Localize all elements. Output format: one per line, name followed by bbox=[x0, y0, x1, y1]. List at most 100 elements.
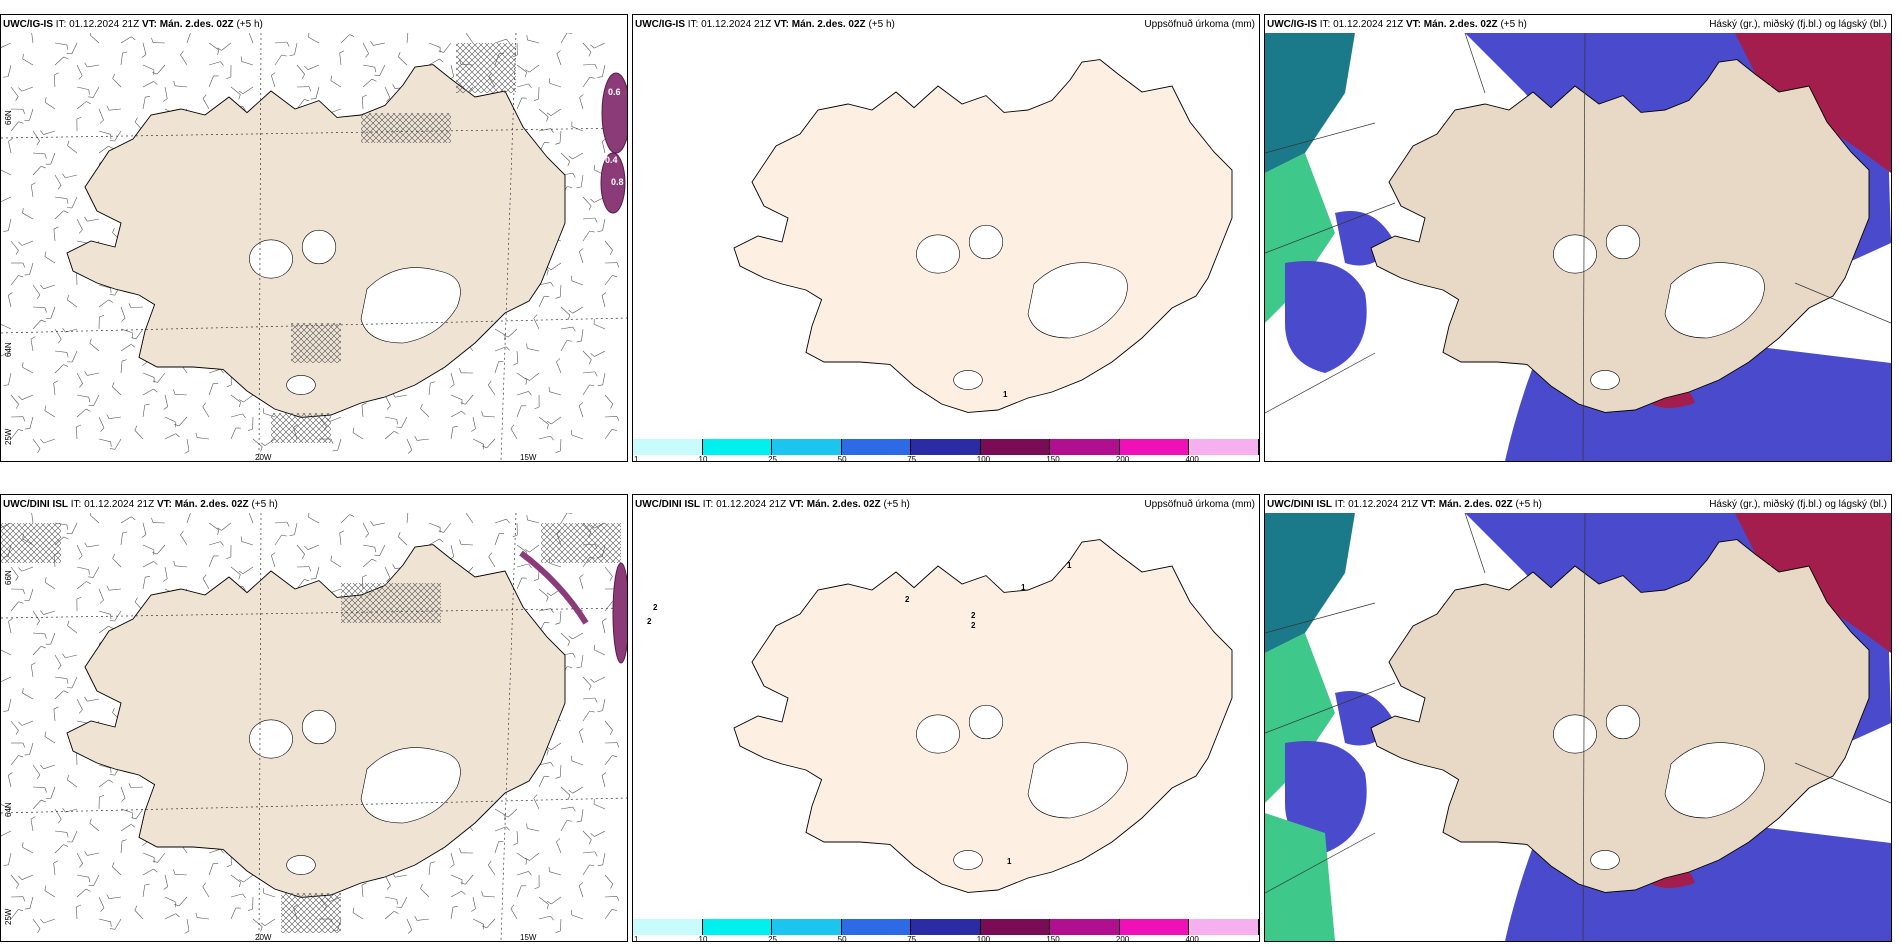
wind-barb-feather bbox=[22, 896, 26, 902]
wind-barb-feather bbox=[217, 529, 220, 535]
wind-barb-feather bbox=[304, 65, 309, 70]
lat-label: 66N bbox=[4, 110, 13, 125]
wind-barb bbox=[120, 53, 123, 66]
legend-tick: 200 bbox=[1115, 935, 1130, 942]
wind-barb-feather bbox=[22, 416, 26, 422]
wind-barb bbox=[43, 284, 56, 290]
wind-barb bbox=[549, 82, 562, 88]
wind-barb bbox=[54, 364, 64, 374]
lat-label: 64N bbox=[4, 802, 13, 817]
glacier-hofsjokull bbox=[301, 229, 337, 265]
graticule-line bbox=[258, 513, 262, 941]
wind-barb-feather bbox=[78, 555, 83, 560]
wind-barb bbox=[32, 165, 42, 176]
wind-barb bbox=[339, 533, 342, 546]
wind-barb-feather bbox=[76, 596, 82, 600]
wind-barb-feather bbox=[110, 768, 112, 774]
wind-barb bbox=[142, 577, 146, 590]
wind-barb bbox=[594, 649, 606, 656]
wind-barb-feather bbox=[141, 54, 147, 58]
wind-barb-feather bbox=[568, 635, 573, 640]
wind-barb-feather bbox=[22, 688, 24, 694]
wind-barb-feather bbox=[217, 49, 220, 55]
wind-barb bbox=[202, 886, 210, 898]
wind-barb-feather bbox=[594, 851, 598, 857]
glacier-myrdalsjokull bbox=[953, 370, 983, 390]
wind-barb-feather bbox=[15, 250, 19, 255]
precip-map[interactable] bbox=[633, 33, 1259, 461]
wind-barb bbox=[516, 852, 528, 861]
precip-point-label: 2 bbox=[971, 621, 976, 630]
wind-barb bbox=[601, 295, 606, 308]
wind-barb bbox=[142, 561, 154, 568]
panel-variable-title: Uppsöfnuð úrkoma (mm) bbox=[1144, 19, 1255, 30]
wind-barb bbox=[156, 64, 166, 75]
wind-barb bbox=[362, 522, 369, 534]
wind-barb-feather bbox=[66, 352, 69, 358]
wind-barb bbox=[76, 64, 83, 76]
cloud-patch bbox=[1265, 33, 1355, 173]
wind-barb-feather bbox=[386, 577, 391, 582]
cloud-map[interactable] bbox=[1265, 33, 1891, 461]
wind-barb-feather bbox=[174, 903, 180, 907]
wind-barb bbox=[8, 621, 12, 634]
wind-barb bbox=[582, 63, 595, 66]
wind-barb bbox=[486, 438, 496, 448]
wind-barb-feather bbox=[145, 96, 151, 98]
wind-barb-feather bbox=[24, 908, 30, 910]
wind-barb-feather bbox=[611, 428, 617, 431]
wind-barb-feather bbox=[108, 145, 114, 149]
glacier-hofsjokull bbox=[1605, 224, 1641, 260]
wind-barb-feather bbox=[482, 925, 487, 929]
wind-barb-feather bbox=[18, 721, 23, 726]
boundary-line bbox=[1265, 682, 1396, 734]
wind-barb bbox=[180, 54, 188, 66]
wind-barb bbox=[32, 152, 45, 155]
wind-barb bbox=[538, 128, 551, 132]
wind-barb bbox=[494, 826, 507, 832]
wind-barb bbox=[230, 86, 241, 95]
precip-map[interactable] bbox=[633, 513, 1259, 941]
wind-map[interactable] bbox=[1, 513, 627, 941]
wind-barb bbox=[529, 544, 540, 553]
lat-label: 64N bbox=[4, 342, 13, 357]
wind-barb bbox=[551, 896, 562, 905]
wind-barb bbox=[175, 85, 188, 88]
wind-barb bbox=[550, 108, 562, 116]
glacier-vatnajokull bbox=[1664, 742, 1765, 819]
wind-barb-feather bbox=[579, 574, 584, 578]
wind-map[interactable] bbox=[1, 33, 627, 461]
wave-label: 0.8 bbox=[611, 177, 624, 187]
wind-barb-feather bbox=[57, 185, 62, 190]
wind-barb bbox=[22, 847, 34, 854]
panel-header: UWC/IG-IS IT: 01.12.2024 21Z VT: Mán. 2.… bbox=[635, 19, 895, 30]
wind-barb-feather bbox=[247, 908, 253, 911]
wind-barb bbox=[54, 676, 67, 679]
wind-barb bbox=[406, 513, 409, 524]
wind-barb-feather bbox=[589, 76, 595, 79]
wind-barb bbox=[109, 416, 122, 419]
wind-barb-feather bbox=[533, 794, 538, 799]
wind-barb-feather bbox=[62, 807, 66, 813]
wind-barb bbox=[53, 229, 56, 242]
wind-barb bbox=[572, 306, 584, 314]
wind-barb bbox=[98, 764, 111, 769]
wind-barb-feather bbox=[361, 402, 367, 406]
wind-barb-feather bbox=[66, 44, 69, 50]
wind-barb-feather bbox=[481, 891, 484, 897]
wind-barb bbox=[516, 830, 519, 843]
wind-barb bbox=[76, 427, 78, 440]
wind-barb-feather bbox=[3, 230, 9, 232]
cloud-map[interactable] bbox=[1265, 513, 1891, 941]
wind-barb-feather bbox=[109, 619, 115, 622]
wind-barb-feather bbox=[392, 564, 396, 569]
cloud-patch bbox=[1265, 513, 1355, 653]
wind-barb bbox=[556, 361, 562, 374]
wind-barb bbox=[112, 866, 122, 876]
wind-barb bbox=[21, 86, 34, 92]
wind-barb bbox=[362, 558, 373, 568]
wind-barb bbox=[54, 328, 62, 340]
wind-barb bbox=[307, 544, 320, 550]
wind-barb-feather bbox=[18, 275, 24, 278]
wind-barb bbox=[10, 601, 19, 612]
